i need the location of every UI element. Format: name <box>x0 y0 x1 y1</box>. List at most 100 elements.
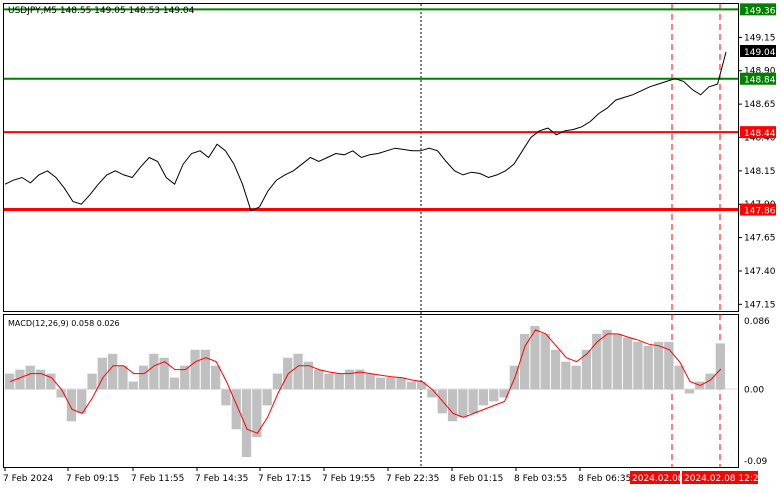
macd-bar-34 <box>355 369 365 390</box>
macd-bar-11 <box>118 365 128 390</box>
macd-bar-36 <box>375 377 386 390</box>
macd-bar-41 <box>427 389 437 398</box>
macd-bar-15 <box>159 357 169 390</box>
macd-bar-59 <box>612 333 622 390</box>
highlight-date-box-2 <box>682 471 758 484</box>
level-label-box-3 <box>740 203 776 216</box>
price-tick-1: 148.90 <box>744 67 776 77</box>
macd-bar-48 <box>499 389 509 398</box>
highlight-date-1: 2024.02.08 <box>632 474 684 484</box>
macd-bar-17 <box>180 365 190 390</box>
macd-bar-44 <box>458 389 468 418</box>
macd-bar-0 <box>5 373 15 390</box>
price-tick-0: 149.15 <box>744 33 776 43</box>
macd-bar-25 <box>262 389 272 406</box>
macd-histogram <box>5 325 725 458</box>
price-panel-frame <box>3 3 739 312</box>
macd-bar-18 <box>190 349 200 390</box>
current-price-label: 149.04 <box>744 48 776 58</box>
macd-bar-22 <box>231 389 241 430</box>
level-label-2: 148.44 <box>744 129 776 139</box>
price-level-labels: 149.36 148.84 148.44 147.86 <box>740 3 776 217</box>
macd-bar-55 <box>571 365 581 390</box>
highlight-date-2: 2024.02.08 12:25 <box>684 474 764 484</box>
time-label-3: 7 Feb 14:35 <box>195 474 248 484</box>
price-tick-8: 147.15 <box>744 300 776 310</box>
macd-bar-62 <box>643 345 653 390</box>
macd-bar-7 <box>77 389 87 414</box>
macd-bar-47 <box>489 389 499 402</box>
macd-bar-52 <box>540 333 550 390</box>
macd-bar-50 <box>520 333 530 390</box>
macd-bar-39 <box>406 381 416 390</box>
time-label-4: 7 Feb 17:15 <box>258 474 311 484</box>
macd-bar-19 <box>200 349 210 390</box>
macd-bar-57 <box>592 333 602 390</box>
macd-bar-23 <box>241 389 252 458</box>
macd-bar-40 <box>417 381 427 390</box>
current-price-box <box>740 45 776 57</box>
macd-bar-24 <box>252 389 262 438</box>
time-label-5: 7 Feb 19:55 <box>322 474 375 484</box>
macd-bar-45 <box>468 389 478 414</box>
macd-bar-28 <box>293 353 303 390</box>
macd-bar-54 <box>561 361 571 390</box>
macd-bar-31 <box>324 373 334 390</box>
highlight-date-box-1 <box>630 471 680 484</box>
macd-bar-53 <box>550 349 561 390</box>
macd-tick-0: 0.086 <box>744 317 770 327</box>
time-label-0: 7 Feb 2024 <box>3 474 54 484</box>
level-label-box-0 <box>740 3 776 16</box>
price-tick-7: 147.40 <box>744 267 776 277</box>
macd-bar-65 <box>674 365 684 390</box>
macd-tick-2: -0.09 <box>744 457 768 467</box>
macd-bar-1 <box>15 369 25 390</box>
macd-bar-69 <box>715 343 725 390</box>
macd-panel-frame <box>3 314 739 468</box>
macd-bar-13 <box>138 365 149 390</box>
level-label-0: 149.36 <box>744 6 776 16</box>
macd-bar-61 <box>633 341 643 390</box>
macd-bar-64 <box>664 341 674 390</box>
time-label-9: 8 Feb 06:35 <box>578 474 631 484</box>
macd-bar-56 <box>581 349 592 390</box>
macd-signal-line <box>10 329 722 434</box>
time-axis: 7 Feb 2024 7 Feb 09:15 7 Feb 11:55 7 Feb 14… <box>3 467 631 484</box>
macd-bar-58 <box>602 329 612 390</box>
macd-bar-68 <box>705 373 715 390</box>
macd-bar-35 <box>365 373 375 390</box>
macd-bar-21 <box>221 389 231 406</box>
macd-bar-16 <box>169 377 180 390</box>
time-label-8: 8 Feb 03:55 <box>514 474 567 484</box>
macd-bar-6 <box>66 389 77 422</box>
macd-bar-37 <box>386 377 396 390</box>
time-label-6: 7 Feb 22:35 <box>386 474 439 484</box>
macd-bar-30 <box>314 369 324 390</box>
time-label-7: 8 Feb 01:15 <box>450 474 503 484</box>
price-tick-2: 148.65 <box>744 100 776 110</box>
macd-bar-12 <box>128 381 138 390</box>
macd-bar-9 <box>97 357 107 390</box>
macd-bar-8 <box>87 373 97 390</box>
price-levels <box>4 8 738 212</box>
time-label-1: 7 Feb 09:15 <box>66 474 119 484</box>
symbol-info: USDJPY,M5 148.55 149.05 148.53 149.04 <box>8 6 195 16</box>
macd-bar-43 <box>447 389 458 422</box>
macd-bar-32 <box>334 373 344 390</box>
level-label-1: 148.84 <box>744 76 776 86</box>
level-label-3: 147.86 <box>744 207 776 217</box>
time-label-2: 7 Feb 11:55 <box>131 474 184 484</box>
macd-bar-46 <box>478 389 489 406</box>
price-tick-4: 148.15 <box>744 167 776 177</box>
macd-bar-10 <box>108 353 118 390</box>
level-label-box-2 <box>740 126 776 139</box>
macd-bar-20 <box>211 365 221 390</box>
macd-axis: 0.086 0.00 -0.09 <box>744 317 770 467</box>
macd-bar-26 <box>272 373 283 390</box>
macd-bar-29 <box>303 361 313 390</box>
macd-bar-5 <box>56 389 66 398</box>
price-tick-6: 147.65 <box>744 234 776 244</box>
macd-bar-60 <box>623 337 633 390</box>
